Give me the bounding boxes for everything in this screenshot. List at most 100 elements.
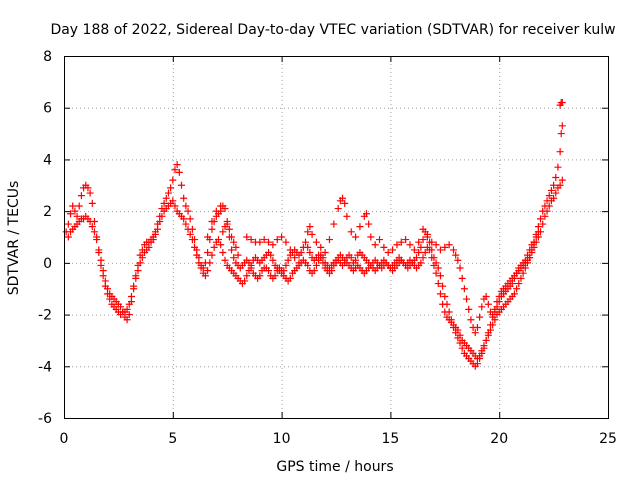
data-point xyxy=(556,148,564,156)
data-point xyxy=(519,269,527,277)
data-point xyxy=(430,261,438,269)
data-point xyxy=(247,236,255,244)
data-point xyxy=(138,254,146,262)
data-points xyxy=(62,99,566,370)
data-point xyxy=(463,295,471,303)
data-point xyxy=(71,207,79,215)
data-point xyxy=(415,249,423,257)
data-point xyxy=(476,352,484,360)
data-point xyxy=(439,282,447,290)
y-tick-label: 0 xyxy=(43,256,52,272)
data-point xyxy=(484,329,492,337)
data-point xyxy=(334,205,342,213)
data-point xyxy=(510,274,518,282)
data-point xyxy=(434,264,442,272)
data-point xyxy=(245,267,253,275)
data-point xyxy=(432,241,440,249)
plot-frame xyxy=(64,56,609,419)
data-point xyxy=(84,184,92,192)
data-point xyxy=(458,344,466,352)
data-point xyxy=(171,166,179,174)
data-point xyxy=(476,313,484,321)
data-point xyxy=(206,259,214,267)
data-point xyxy=(526,246,534,254)
data-point xyxy=(456,264,464,272)
data-point xyxy=(458,274,466,282)
data-point xyxy=(223,220,231,228)
data-point xyxy=(321,249,329,257)
grid-lines xyxy=(64,56,608,418)
data-point xyxy=(234,251,242,259)
data-point xyxy=(384,249,392,257)
data-point xyxy=(104,285,112,293)
data-point xyxy=(493,303,501,311)
data-point xyxy=(419,225,427,233)
data-point xyxy=(371,241,379,249)
data-point xyxy=(269,241,277,249)
data-point xyxy=(88,223,96,231)
data-point xyxy=(212,207,220,215)
data-point xyxy=(304,261,312,269)
data-point xyxy=(282,261,290,269)
data-point xyxy=(86,217,94,225)
data-point xyxy=(64,220,72,228)
data-point xyxy=(317,254,325,262)
data-point xyxy=(208,251,216,259)
data-point xyxy=(99,267,107,275)
data-point xyxy=(478,347,486,355)
data-point xyxy=(241,277,249,285)
data-point xyxy=(306,249,314,257)
data-point xyxy=(434,280,442,288)
y-tick-label: 6 xyxy=(43,101,52,117)
data-point xyxy=(304,228,312,236)
data-point xyxy=(343,212,351,220)
data-point xyxy=(230,238,238,246)
data-point xyxy=(173,161,181,169)
data-point xyxy=(69,202,77,210)
data-point xyxy=(201,272,209,280)
data-point xyxy=(521,256,529,264)
data-point xyxy=(256,272,264,280)
data-point xyxy=(328,267,336,275)
data-point xyxy=(256,238,264,246)
data-point xyxy=(478,303,486,311)
x-tick-label: 5 xyxy=(168,431,177,447)
data-point xyxy=(123,316,131,324)
axis-tick-labels: 0 5 10 15 20 25 -6 -4 -2 0 2 4 6 8 xyxy=(38,49,617,447)
data-point xyxy=(532,233,540,241)
data-point xyxy=(228,233,236,241)
data-point xyxy=(228,246,236,254)
data-point xyxy=(417,259,425,267)
data-point xyxy=(376,236,384,244)
data-point xyxy=(164,189,172,197)
data-point xyxy=(517,274,525,282)
data-point xyxy=(441,243,449,251)
data-point xyxy=(169,176,177,184)
data-point xyxy=(465,305,473,313)
data-point xyxy=(367,233,375,241)
data-point xyxy=(210,243,218,251)
data-point xyxy=(347,254,355,262)
data-point xyxy=(471,329,479,337)
data-point xyxy=(221,256,229,264)
data-point xyxy=(432,269,440,277)
data-point xyxy=(167,184,175,192)
data-point xyxy=(178,181,186,189)
x-tick-label: 15 xyxy=(381,431,399,447)
data-point xyxy=(317,243,325,251)
data-point xyxy=(510,290,518,298)
data-point xyxy=(554,163,562,171)
data-point xyxy=(93,236,101,244)
data-point xyxy=(480,342,488,350)
data-point xyxy=(175,168,183,176)
data-point xyxy=(195,259,203,267)
data-point xyxy=(117,303,125,311)
data-point xyxy=(186,215,194,223)
data-point xyxy=(97,256,105,264)
data-point xyxy=(101,277,109,285)
data-point xyxy=(441,292,449,300)
data-point xyxy=(523,251,531,259)
data-point xyxy=(193,251,201,259)
data-point xyxy=(180,215,188,223)
data-point xyxy=(341,259,349,267)
